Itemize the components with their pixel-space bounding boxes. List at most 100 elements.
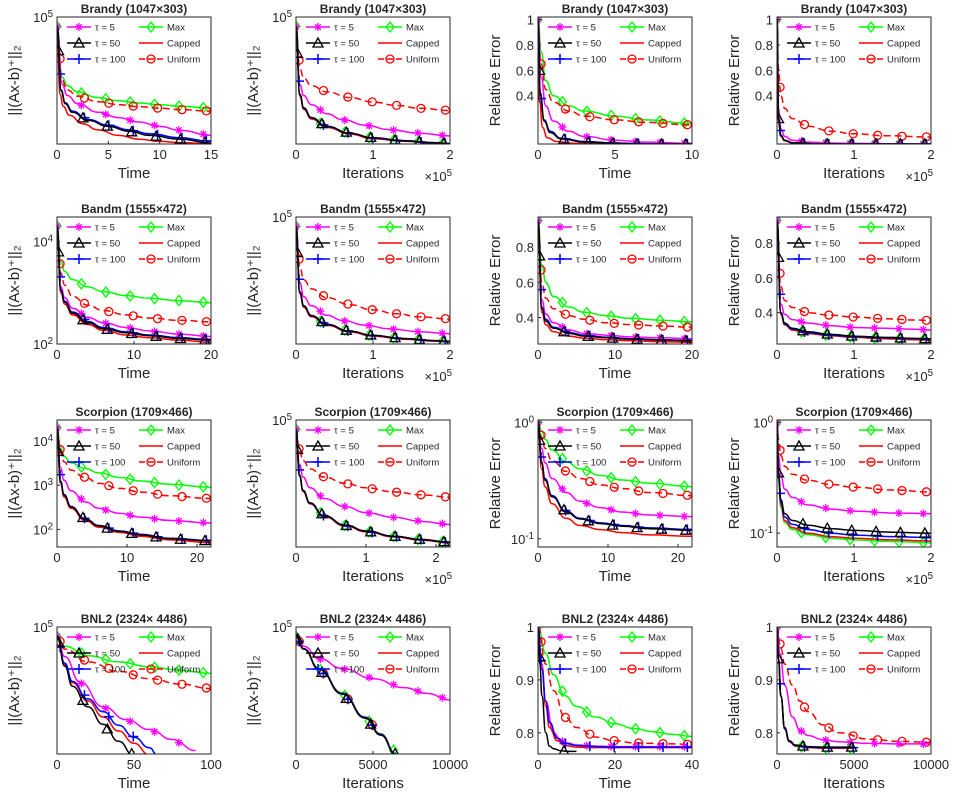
marker-diamond: [57, 20, 62, 33]
x-tick-label: 1: [362, 550, 369, 565]
marker-diamond: [198, 296, 209, 309]
marker-triangle: [388, 331, 402, 343]
x-tick-label: 10: [685, 147, 699, 162]
series-line-tau50: [57, 25, 211, 144]
legend-label-tau5: τ = 5: [815, 23, 835, 34]
marker-diamond: [655, 314, 665, 327]
marker-circle: [658, 118, 668, 129]
marker-triangle: [315, 117, 329, 129]
legend: τ = 5 τ = 50 τ = 100 Max Capped Uniform: [787, 20, 920, 66]
marker-diamond: [125, 657, 135, 670]
marker-circle: [799, 474, 810, 484]
marker-asterisk: [75, 633, 83, 641]
subplot-title: Scorpion (1709×466): [556, 405, 673, 419]
marker-triangle: [200, 135, 210, 144]
series-group: [777, 627, 931, 754]
series-group: [57, 421, 211, 546]
marker-diamond: [125, 95, 135, 109]
marker-circle: [343, 299, 353, 309]
legend: τ = 5 τ = 50 τ = 100 Max Capped Uniform: [548, 220, 681, 266]
series-line-tau50: [296, 428, 450, 543]
marker-triangle: [777, 466, 785, 478]
legend-label-tau50: τ = 50: [334, 39, 359, 50]
legend-label-tau5: τ = 5: [95, 23, 115, 34]
x-tick-label: 1: [850, 147, 857, 162]
marker-asterisk: [655, 511, 664, 520]
x-tick-label: 5000: [359, 757, 388, 772]
marker-plus: [657, 742, 668, 753]
marker-triangle: [606, 518, 619, 530]
marker-triangle: [553, 646, 567, 658]
marker-diamond: [866, 630, 876, 644]
marker-circle: [416, 312, 426, 322]
marker-asterisk: [314, 23, 322, 31]
marker-plus: [313, 54, 323, 64]
x-tick-label: 2: [927, 347, 934, 362]
y-axis-label: ||(Ax-b)⁺||₂: [6, 655, 23, 725]
marker-circle: [538, 265, 546, 275]
marker-triangle: [792, 646, 806, 658]
x-tick-label: 10: [608, 347, 622, 362]
subplot-title: Scorpion (1709×466): [75, 405, 192, 419]
legend-label-tau100: τ = 100: [95, 255, 125, 266]
legend-label-tau5: τ = 5: [815, 426, 835, 437]
legend-label-tau100: τ = 100: [576, 255, 606, 266]
marker-triangle: [538, 249, 546, 261]
marker-circle: [128, 101, 138, 111]
series-line-tau50: [777, 627, 854, 748]
legend-label-max: Max: [887, 633, 905, 644]
x-tick-label: 0: [773, 147, 780, 162]
x-axis-label: Time: [118, 775, 151, 792]
marker-asterisk: [340, 502, 349, 511]
legend-label-tau50: τ = 50: [334, 442, 359, 453]
x-axis-exponent: ×105: [425, 571, 453, 588]
x-axis-label: Iterations: [342, 165, 404, 182]
marker-plus: [74, 254, 84, 264]
subplot-12: 0 1 2 10-1 100 Scorpion (1709×466) Iterations ×…: [726, 405, 935, 587]
marker-diamond: [627, 630, 637, 644]
marker-circle: [104, 98, 114, 108]
legend: τ = 5 τ = 50 τ = 100 Max Capped Uniform: [67, 220, 200, 266]
marker-circle: [560, 104, 571, 114]
series-group: [777, 420, 931, 547]
y-tick-label: 105: [272, 209, 292, 226]
x-tick-label: 0: [292, 147, 299, 162]
marker-triangle: [57, 635, 65, 647]
marker-diamond: [606, 471, 616, 484]
marker-plus: [560, 738, 571, 749]
y-tick-label: 0.9: [755, 673, 773, 688]
marker-circle: [824, 479, 834, 489]
series-line-uniform: [57, 427, 211, 500]
marker-diamond: [538, 217, 543, 227]
marker-triangle: [174, 132, 187, 144]
series-line-tau5: [777, 627, 931, 745]
y-tick-label: 0.6: [516, 275, 534, 290]
series-line-max: [538, 421, 692, 488]
marker-asterisk: [174, 517, 183, 526]
marker-triangle: [821, 740, 834, 752]
marker-diamond: [174, 100, 184, 113]
legend-label-tau100: τ = 100: [815, 55, 845, 66]
marker-triangle: [582, 514, 595, 526]
marker-circle: [777, 82, 785, 92]
marker-triangle: [413, 532, 426, 544]
axes-box: [295, 626, 451, 755]
marker-diamond: [557, 296, 568, 309]
x-tick-label: 2: [446, 147, 453, 162]
marker-triangle: [311, 236, 325, 248]
marker-asterisk: [846, 323, 855, 332]
marker-asterisk: [795, 633, 803, 641]
marker-asterisk: [821, 504, 830, 513]
x-axis-label: Iterations: [823, 775, 885, 792]
marker-triangle: [57, 245, 65, 257]
legend-label-capped: Capped: [887, 649, 920, 660]
marker-triangle: [553, 236, 567, 248]
marker-diamond: [149, 292, 160, 305]
legend-label-tau50: τ = 50: [815, 649, 840, 660]
marker-triangle: [777, 652, 785, 664]
subplot-title: BNL2 (2324× 4486): [81, 612, 187, 626]
subplot-14: 0 5000 10000 105 BNL2 (2324× 4486) Iterations…: [245, 612, 468, 792]
marker-triangle: [57, 44, 65, 56]
marker-triangle: [796, 517, 810, 529]
subplot-title: Brandy (1047×303): [320, 2, 426, 16]
